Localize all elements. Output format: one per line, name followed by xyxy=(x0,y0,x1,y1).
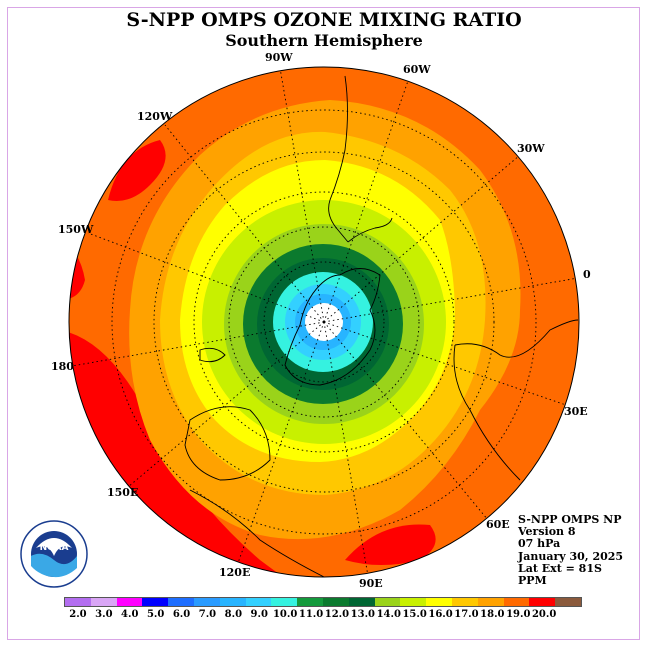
colorbar xyxy=(64,597,582,607)
noaa-logo-text: NOAA xyxy=(40,543,69,553)
africa-coast-east xyxy=(453,344,521,481)
colorbar-swatch xyxy=(426,598,452,606)
colorbar-swatch xyxy=(503,598,530,606)
colorbar-swatch xyxy=(348,598,375,606)
colorbar-swatch xyxy=(116,598,143,606)
colorbar-tick-label: 18.0 xyxy=(480,609,505,620)
lon-label-60e: 60E xyxy=(486,518,510,531)
colorbar-swatch xyxy=(529,598,556,606)
antarctica-coast xyxy=(284,268,381,386)
colorbar-tick-label: 14.0 xyxy=(376,609,401,620)
colorbar-swatch xyxy=(168,598,194,606)
band-19-region xyxy=(108,140,166,201)
map-subtitle: Southern Hemisphere xyxy=(225,31,423,50)
colorbar-swatch xyxy=(245,598,272,606)
lon-label-30e: 30E xyxy=(564,405,588,418)
colorbar-tick-label: 20.0 xyxy=(531,609,557,620)
latitude-circle xyxy=(111,109,537,535)
colorbar-tick-label: 12.0 xyxy=(324,609,350,620)
band-19-region xyxy=(345,524,436,565)
south-america-tip xyxy=(347,217,393,243)
map-boundary xyxy=(68,66,580,578)
colorbar-tick-label: 8.0 xyxy=(224,609,243,620)
lon-label-120e: 120E xyxy=(219,566,251,579)
colorbar-tick-label: 4.0 xyxy=(121,609,139,620)
dataset-info: S-NPP OMPS NP Version 8 07 hPa January 3… xyxy=(518,513,624,588)
colorbar-swatch xyxy=(65,598,91,606)
colorbar-tick-label: 17.0 xyxy=(454,609,479,620)
south-america-coast xyxy=(328,75,349,243)
colorbar-tick-label: 16.0 xyxy=(428,609,453,620)
lon-label-90e: 90E xyxy=(359,577,383,590)
colorbar-tick-label: 15.0 xyxy=(402,609,427,620)
colorbar-tick-label: 2.0 xyxy=(69,609,87,620)
lon-label-180: 180 xyxy=(51,360,74,373)
info-units: PPM xyxy=(518,574,547,588)
new-zealand-coast xyxy=(199,347,226,363)
colorbar-tick-label: 7.0 xyxy=(198,609,217,620)
latitude-circle xyxy=(228,226,420,418)
colorbar-tick-label: 10.0 xyxy=(272,609,298,620)
colorbar-swatch xyxy=(90,598,117,606)
colorbar-swatch xyxy=(400,598,427,606)
info-version: Version 8 xyxy=(518,525,576,539)
meridian-150w xyxy=(87,232,325,323)
lon-label-30w: 30W xyxy=(517,142,545,155)
colorbar-swatch xyxy=(374,598,401,606)
info-pressure-level: 07 hPa xyxy=(518,537,561,551)
colorbar-swatch xyxy=(322,598,349,606)
lon-label-0: 0 xyxy=(583,268,591,281)
colorbar-tick-label: 11.0 xyxy=(298,609,324,620)
colorbar-swatch xyxy=(142,598,169,606)
colorbar-swatch xyxy=(193,598,220,606)
lon-label-90w: 90W xyxy=(265,51,293,64)
info-date: January 30, 2025 xyxy=(518,549,624,563)
colorbar-swatch xyxy=(477,598,504,606)
info-instrument: S-NPP OMPS NP xyxy=(518,513,622,526)
colorbar-tick-label: 9.0 xyxy=(250,609,268,620)
figure-frame xyxy=(7,7,640,640)
lon-label-150w: 150W xyxy=(58,223,94,236)
lon-label-60w: 60W xyxy=(403,63,431,76)
africa-coast xyxy=(454,319,579,358)
colorbar-tick-label: 3.0 xyxy=(95,609,113,620)
colorbar-tick-label: 5.0 xyxy=(146,609,165,620)
latitude-circle xyxy=(193,191,455,453)
map-title: S-NPP OMPS OZONE MIXING RATIO xyxy=(126,9,522,31)
colorbar-swatch xyxy=(271,598,298,606)
noaa-logo: NOAA xyxy=(20,520,88,588)
colorbar-tick-label: 19.0 xyxy=(506,609,531,620)
colorbar-tick-label: 6.0 xyxy=(172,609,191,620)
colorbar-swatch xyxy=(297,598,323,606)
colorbar-swatch xyxy=(451,598,478,606)
latitude-circle xyxy=(153,151,495,493)
meridian-120w xyxy=(164,124,325,323)
info-lat-extent: Lat Ext = 81S xyxy=(518,561,602,575)
colorbar-tick-label: 13.0 xyxy=(350,609,376,620)
australia-coast xyxy=(184,406,271,481)
colorbar-swatch xyxy=(555,598,581,606)
lon-label-150e: 150E xyxy=(107,486,139,499)
colorbar-swatch xyxy=(219,598,246,606)
lon-label-120w: 120W xyxy=(137,110,173,123)
colorbar-ticks: 2.0 3.0 4.0 5.0 6.0 7.0 8.0 9.0 10.0 11.0 12.0 13.0… xyxy=(0,609,648,623)
latitude-circle xyxy=(263,261,385,383)
